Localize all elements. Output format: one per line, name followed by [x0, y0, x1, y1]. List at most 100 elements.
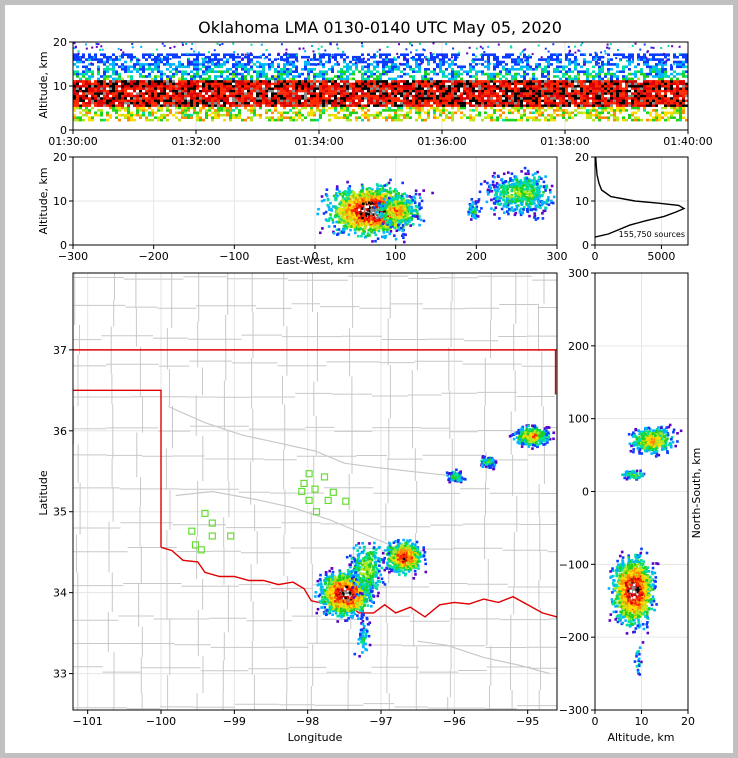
time-height-cell — [472, 109, 475, 112]
time-height-sparse — [409, 51, 412, 54]
time-height-cell — [298, 113, 301, 117]
time-height-cell — [451, 63, 454, 66]
time-height-cell — [316, 92, 319, 95]
time-height-cell — [208, 104, 211, 107]
time-height-cell — [451, 84, 454, 88]
time-height-cell — [88, 94, 91, 98]
time-height-cell — [385, 101, 388, 105]
time-height-cell — [82, 113, 85, 117]
time-height-cell — [340, 77, 343, 81]
time-height-cell — [307, 101, 310, 105]
source-cell — [388, 187, 392, 190]
time-height-cell — [250, 87, 253, 90]
time-height-cell — [670, 113, 673, 117]
time-height-cell — [109, 99, 112, 102]
time-height-cell — [475, 92, 478, 95]
time-height-sparse — [398, 62, 401, 65]
time-height-sparse — [260, 55, 262, 58]
time-height-sparse — [248, 61, 251, 64]
time-height-cell — [160, 106, 163, 110]
time-height-sparse — [406, 59, 409, 62]
time-height-cell — [79, 89, 82, 93]
time-height-cell — [682, 99, 685, 102]
time-height-cell — [322, 109, 325, 112]
time-height-cell — [667, 118, 670, 122]
time-height-cell — [238, 87, 241, 90]
time-height-cell — [385, 92, 388, 95]
time-height-cell — [196, 99, 199, 102]
time-height-cell — [151, 101, 154, 105]
time-height-cell — [418, 84, 421, 88]
time-height-cell — [607, 72, 610, 76]
time-height-cell — [658, 118, 661, 122]
time-height-cell — [592, 80, 595, 83]
time-height-cell — [259, 87, 262, 90]
time-height-cell — [127, 53, 130, 56]
time-height-cell — [286, 75, 289, 78]
time-height-cell — [277, 77, 280, 81]
time-height-cell — [316, 58, 319, 61]
time-height-cell — [652, 109, 655, 112]
time-height-cell — [376, 87, 379, 90]
time-height-cell — [487, 104, 490, 107]
time-height-cell — [586, 101, 589, 105]
time-height-cell — [529, 84, 532, 88]
time-height-cell — [328, 106, 331, 110]
time-height-cell — [385, 118, 388, 122]
time-height-cell — [106, 77, 109, 81]
time-height-cell — [307, 111, 310, 115]
time-height-cell — [412, 77, 415, 81]
time-height-cell — [106, 101, 109, 105]
time-height-cell — [229, 94, 232, 98]
time-height-cell — [397, 104, 400, 107]
time-height-cell — [250, 89, 253, 93]
time-height-cell — [625, 94, 628, 98]
time-height-cell — [469, 70, 472, 73]
time-height-cell — [307, 92, 310, 95]
time-height-cell — [601, 99, 604, 102]
time-height-cell — [511, 84, 514, 88]
time-height-cell — [583, 60, 586, 64]
time-height-cell — [220, 63, 223, 66]
time-height-cell — [502, 84, 505, 88]
time-height-cell — [133, 65, 136, 69]
time-height-cell — [526, 80, 529, 83]
time-height-cell — [322, 65, 325, 69]
time-height-cell — [457, 99, 460, 102]
time-height-cell — [448, 63, 451, 66]
time-height-cell — [262, 104, 265, 107]
time-height-cell — [469, 109, 472, 112]
time-height-cell — [685, 75, 688, 78]
time-height-cell — [556, 104, 559, 107]
time-height-cell — [565, 94, 568, 98]
time-height-cell — [532, 118, 535, 122]
time-height-cell — [154, 84, 157, 88]
time-height-cell — [658, 84, 661, 88]
time-height-cell — [511, 118, 514, 122]
time-height-cell — [136, 104, 139, 107]
time-height-cell — [565, 77, 568, 81]
time-height-cell — [256, 82, 259, 86]
time-height-cell — [415, 58, 418, 61]
time-height-cell — [76, 97, 79, 100]
time-height-cell — [436, 89, 439, 93]
time-height-cell — [460, 116, 463, 119]
time-height-cell — [181, 94, 184, 98]
time-height-cell — [613, 116, 616, 119]
time-height-cell — [361, 53, 364, 56]
time-height-cell — [343, 82, 346, 86]
time-height-cell — [646, 80, 649, 83]
time-height-cell — [604, 89, 607, 93]
time-height-cell — [271, 65, 274, 69]
time-height-cell — [451, 111, 454, 115]
time-height-cell — [586, 94, 589, 98]
time-height-cell — [607, 70, 610, 73]
time-height-cell — [685, 92, 688, 95]
time-height-cell — [157, 58, 160, 61]
time-height-cell — [376, 111, 379, 115]
time-height-cell — [562, 99, 565, 102]
time-height-cell — [172, 55, 175, 59]
time-height-cell — [172, 104, 175, 107]
time-height-cell — [283, 87, 286, 90]
time-height-cell — [502, 104, 505, 107]
